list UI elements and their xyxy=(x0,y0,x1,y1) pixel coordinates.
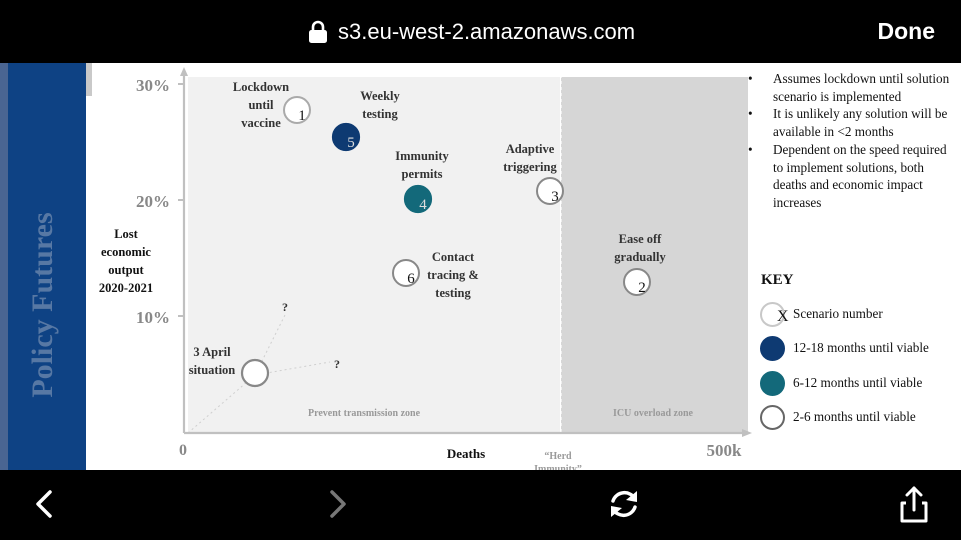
scenario-label: Lockdown until vaccine xyxy=(233,80,289,130)
refresh-icon[interactable] xyxy=(604,484,644,524)
scenario-label: Immunity permits xyxy=(395,149,449,181)
note-item: Assumes lockdown until solution scenario… xyxy=(748,70,953,105)
scenario-marker xyxy=(240,358,270,388)
scenario-number: 3 xyxy=(551,189,559,205)
scenario-number: 1 xyxy=(298,108,306,124)
scenario-number: 4 xyxy=(419,197,427,213)
y-tick-10: 10% xyxy=(136,308,170,327)
key-title: KEY xyxy=(761,272,794,288)
scenario-number: 5 xyxy=(347,135,355,151)
key-swatch xyxy=(760,370,785,396)
key-label: 12-18 months until viable xyxy=(793,340,929,355)
key-item-scenario-number: X Scenario number xyxy=(760,299,883,329)
scenario-label: Ease off gradually xyxy=(614,232,666,264)
address-bar[interactable]: s3.eu-west-2.amazonaws.com xyxy=(308,17,635,47)
x-tick-0: 0 xyxy=(179,442,187,459)
lock-icon xyxy=(309,20,327,43)
scenario-point: 5 Weekly testing xyxy=(331,89,401,152)
scenario-marker xyxy=(623,268,651,296)
forward-icon[interactable] xyxy=(318,484,358,524)
y-axis-label: Lost economic output 2020-2021 xyxy=(99,227,153,295)
notes-list: Assumes lockdown until solution scenario… xyxy=(748,70,953,212)
icu-zone-label: ICU overload zone xyxy=(613,408,694,419)
key-label: Scenario number xyxy=(793,306,883,321)
back-icon[interactable] xyxy=(26,484,66,524)
browser-bottom-bar xyxy=(0,470,961,540)
document-viewer: Policy Futures 30% 20% 10% Lost economic o xyxy=(0,63,961,470)
scenario-marker xyxy=(536,177,564,205)
scenario-label: Weekly testing xyxy=(360,89,400,121)
scenario-label: 3 April situation xyxy=(189,345,236,377)
scenario-chart: 30% 20% 10% Lost economic output 2020-2021 … xyxy=(99,63,752,470)
key-symbol: X xyxy=(777,307,789,325)
scenario-point: 6 Contact tracing & testing xyxy=(392,250,479,300)
scenario-marker xyxy=(403,184,433,214)
note-item: Dependent on the speed required to imple… xyxy=(748,141,953,212)
key-swatch xyxy=(760,335,785,361)
browser-top-bar: s3.eu-west-2.amazonaws.com Done xyxy=(0,0,961,63)
scenario-label: Adaptive triggering xyxy=(503,142,557,174)
key-item-2-6-months: 2-6 months until viable xyxy=(760,402,916,432)
key-item-6-12-months: 6-12 months until viable xyxy=(760,368,922,398)
scenario-label: Contact tracing & testing xyxy=(427,250,479,300)
axes xyxy=(178,67,752,437)
key-label: 2-6 months until viable xyxy=(793,409,916,424)
scenario-marker xyxy=(392,259,420,287)
url-text: s3.eu-west-2.amazonaws.com xyxy=(338,19,636,44)
herd-immunity-label: “Herd Immunity” xyxy=(534,451,582,470)
key-swatch: X xyxy=(760,301,789,327)
scenario-points: 1 Lockdown until vaccine 5 Weekly testing 4 Immu… xyxy=(189,80,666,388)
done-button[interactable]: Done xyxy=(877,18,936,44)
icu-zone xyxy=(561,77,748,433)
scenario-marker xyxy=(283,96,311,124)
scenario-number: 6 xyxy=(407,271,415,287)
key-item-12-18-months: 12-18 months until viable xyxy=(760,333,929,363)
share-icon[interactable] xyxy=(894,484,934,524)
y-tick-20: 20% xyxy=(136,192,170,211)
scenario-number: 2 xyxy=(638,280,646,296)
scenario-point: 1 Lockdown until vaccine xyxy=(233,80,311,130)
x-tick-500k: 500k xyxy=(707,441,743,460)
unknown-marker: ? xyxy=(282,300,288,314)
scenario-point: 2 Ease off gradually xyxy=(614,232,666,296)
note-item: It is unlikely any solution will be avai… xyxy=(748,105,953,140)
prevent-zone-label: Prevent transmission zone xyxy=(308,408,421,419)
sidebar-band: Policy Futures xyxy=(0,63,86,470)
scenario-point: 4 Immunity permits xyxy=(395,149,449,214)
key-swatch xyxy=(760,404,785,430)
key-label: 6-12 months until viable xyxy=(793,375,923,390)
sidebar-panel xyxy=(8,63,86,470)
scenario-marker xyxy=(331,122,361,152)
scroll-thumb[interactable] xyxy=(86,63,92,96)
scenario-point: 3 April situation xyxy=(189,345,270,388)
y-tick-30: 30% xyxy=(136,76,170,95)
unknown-marker: ? xyxy=(334,357,340,371)
scenario-point: 3 Adaptive triggering xyxy=(503,142,564,205)
x-axis-label: Deaths xyxy=(447,446,485,461)
